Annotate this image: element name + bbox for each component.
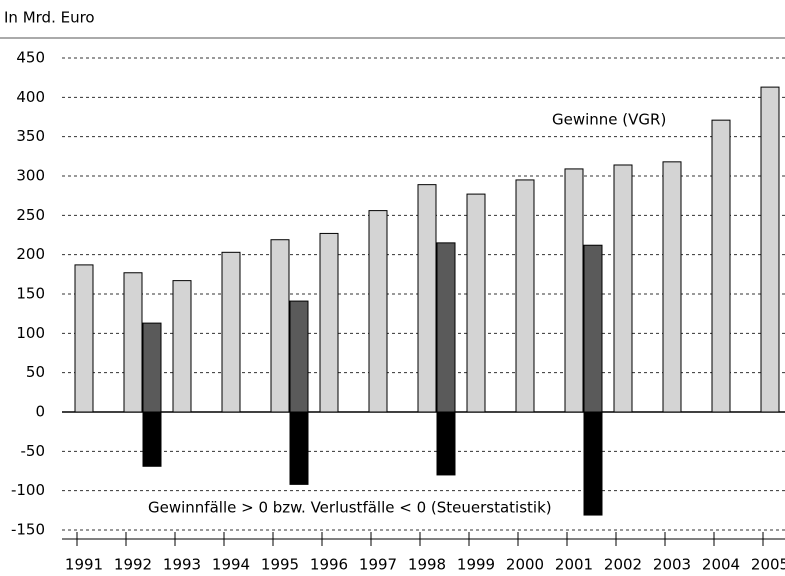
bar (583, 244, 603, 413)
y-tick-label: 250 (16, 206, 45, 224)
bar (142, 322, 162, 413)
x-tick-label: 2000 (506, 556, 544, 574)
bar (436, 242, 456, 413)
y-tick-label: 150 (16, 285, 45, 303)
series-label: Gewinnfälle > 0 bzw. Verlustfälle < 0 (S… (148, 499, 552, 517)
y-tick-label: 300 (16, 167, 45, 185)
y-tick-label: -100 (11, 481, 45, 499)
y-tick-label: 50 (26, 363, 45, 381)
y-tick-label: -50 (21, 442, 46, 460)
x-tick-label: 1995 (261, 556, 299, 574)
bar (142, 411, 162, 467)
bar (564, 168, 584, 413)
y-tick-label: 400 (16, 88, 45, 106)
x-tick-label: 1991 (65, 556, 103, 574)
x-tick-label: 1992 (114, 556, 152, 574)
x-tick-label: 1998 (408, 556, 446, 574)
bar (613, 164, 633, 413)
x-tick-label: 2001 (555, 556, 593, 574)
y-tick-label: 0 (35, 403, 45, 421)
bar (123, 272, 143, 413)
bar (221, 251, 241, 413)
y-tick-label: 200 (16, 245, 45, 263)
y-tick-label: 350 (16, 127, 45, 145)
bar (172, 280, 192, 413)
x-tick-label: 2004 (702, 556, 740, 574)
x-tick-label: 1993 (163, 556, 201, 574)
y-tick-label: 450 (16, 49, 45, 67)
bar (711, 119, 731, 413)
series-label: Gewinne (VGR) (552, 111, 666, 129)
y-axis-label: In Mrd. Euro (4, 9, 95, 27)
x-tick-label: 1996 (310, 556, 348, 574)
bar (319, 232, 339, 413)
x-tick-label: 1997 (359, 556, 397, 574)
bar (515, 179, 535, 413)
x-tick-label: 2002 (604, 556, 642, 574)
x-tick-label: 2003 (653, 556, 691, 574)
bar (466, 193, 486, 413)
x-tick-label: 2005 (751, 556, 785, 574)
x-tick-label: 1999 (457, 556, 495, 574)
y-tick-label: 100 (16, 324, 45, 342)
x-tick-label: 1994 (212, 556, 250, 574)
bar (368, 210, 388, 413)
bar (270, 239, 290, 413)
bar (662, 161, 682, 413)
bar (583, 411, 603, 516)
y-tick-label: -150 (11, 521, 45, 539)
bar (417, 184, 437, 413)
bar (436, 411, 456, 476)
bar (74, 264, 94, 413)
bar (289, 411, 309, 485)
bar (289, 300, 309, 413)
bar (760, 86, 780, 413)
